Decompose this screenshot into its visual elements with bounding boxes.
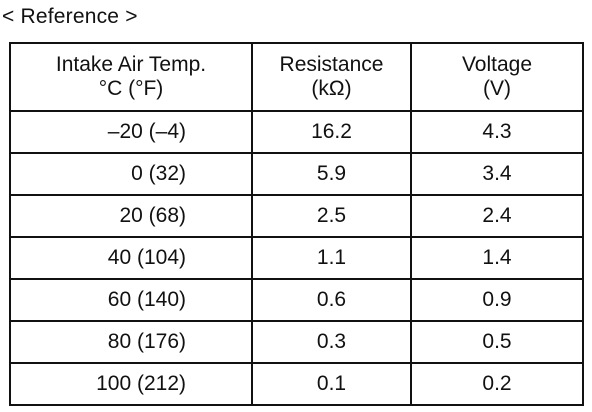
voltage-cell: 0.2 xyxy=(410,362,584,406)
table-row: 60 (140) 0.6 0.9 xyxy=(9,278,584,322)
table-row: 100 (212) 0.1 0.2 xyxy=(9,362,584,406)
temp-cell: 100 (212) xyxy=(9,362,253,406)
resistance-cell: 0.6 xyxy=(251,278,412,322)
temp-cell: 60 (140) xyxy=(9,278,253,322)
header-unit: (kΩ) xyxy=(311,77,352,100)
temp-cell: 80 (176) xyxy=(9,320,253,364)
resistance-cell: 0.3 xyxy=(251,320,412,364)
voltage-cell: 3.4 xyxy=(410,152,584,196)
table-header-row: Intake Air Temp. °C (°F) Resistance (kΩ)… xyxy=(9,42,584,112)
resistance-cell: 16.2 xyxy=(251,110,412,154)
header-resistance: Resistance (kΩ) xyxy=(251,42,412,112)
header-label: Resistance xyxy=(279,53,384,76)
voltage-cell: 0.9 xyxy=(410,278,584,322)
resistance-cell: 5.9 xyxy=(251,152,412,196)
table-row: –20 (–4) 16.2 4.3 xyxy=(9,110,584,154)
table-row: 0 (32) 5.9 3.4 xyxy=(9,152,584,196)
table-row: 40 (104) 1.1 1.4 xyxy=(9,236,584,280)
header-unit: (V) xyxy=(483,77,511,100)
voltage-cell: 2.4 xyxy=(410,194,584,238)
reference-caption: < Reference > xyxy=(2,5,138,28)
header-label: Intake Air Temp. xyxy=(55,53,207,76)
resistance-cell: 0.1 xyxy=(251,362,412,406)
voltage-cell: 0.5 xyxy=(410,320,584,364)
voltage-cell: 1.4 xyxy=(410,236,584,280)
voltage-cell: 4.3 xyxy=(410,110,584,154)
header-unit: °C (°F) xyxy=(98,77,164,100)
reference-table: Intake Air Temp. °C (°F) Resistance (kΩ)… xyxy=(9,42,584,406)
table-row: 20 (68) 2.5 2.4 xyxy=(9,194,584,238)
resistance-cell: 1.1 xyxy=(251,236,412,280)
header-voltage: Voltage (V) xyxy=(410,42,584,112)
resistance-cell: 2.5 xyxy=(251,194,412,238)
temp-cell: 40 (104) xyxy=(9,236,253,280)
table-row: 80 (176) 0.3 0.5 xyxy=(9,320,584,364)
temp-cell: 0 (32) xyxy=(9,152,253,196)
header-label: Voltage xyxy=(461,53,533,76)
header-intake-air-temp: Intake Air Temp. °C (°F) xyxy=(9,42,253,112)
temp-cell: 20 (68) xyxy=(9,194,253,238)
temp-cell: –20 (–4) xyxy=(9,110,253,154)
